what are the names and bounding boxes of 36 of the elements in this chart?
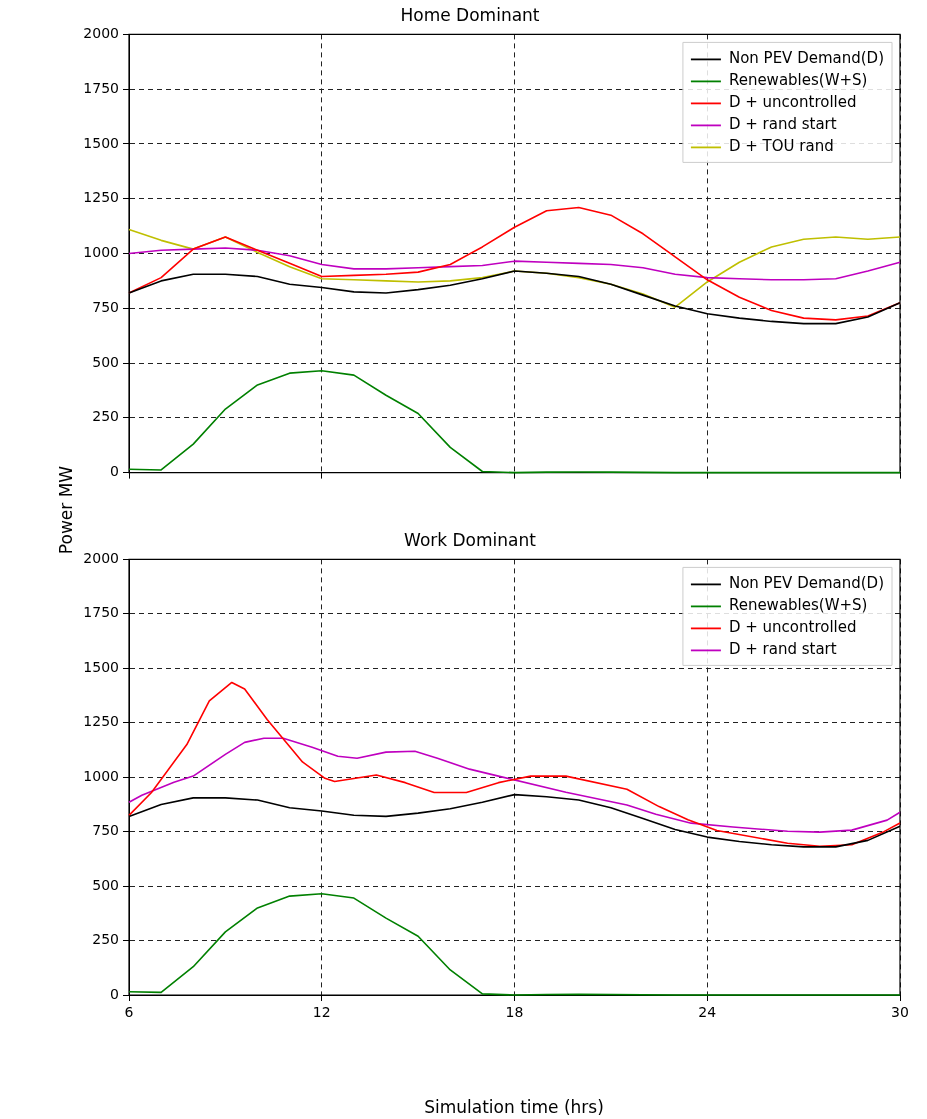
y-tick-label: 1500 (83, 134, 119, 151)
y-tick-label: 1000 (83, 244, 119, 261)
legend-label: D + TOU rand (728, 137, 834, 156)
y-tick-label: 1250 (83, 713, 119, 730)
y-tick-label: 500 (92, 353, 119, 370)
y-tick-label: 0 (110, 985, 119, 1002)
legend-label: D + rand start (728, 640, 837, 659)
y-tick-label: 2000 (83, 550, 119, 567)
y-tick-label: 1750 (83, 79, 119, 96)
y-axis-title: Power MW (56, 465, 77, 555)
legend-label: D + rand start (728, 115, 837, 134)
y-tick-label: 2000 (83, 25, 119, 42)
x-tick-label: 6 (124, 1004, 134, 1021)
legend-label: Renewables(W+S) (728, 596, 868, 615)
legend-label: Renewables(W+S) (728, 71, 868, 90)
y-tick-label: 1750 (83, 604, 119, 621)
legend-label: Non PEV Demand(D) (728, 49, 884, 68)
legend-label: D + uncontrolled (728, 93, 857, 112)
legend-label: Non PEV Demand(D) (728, 574, 884, 593)
y-tick-label: 0 (110, 463, 119, 480)
x-tick-label: 18 (505, 1004, 524, 1021)
x-tick-label: 24 (698, 1004, 717, 1021)
legend-label: D + uncontrolled (728, 618, 857, 637)
y-tick-label: 1500 (83, 658, 119, 675)
y-tick-label: 250 (92, 931, 119, 948)
y-tick-label: 1250 (83, 189, 119, 206)
x-tick-label: 12 (312, 1004, 331, 1021)
y-tick-label: 500 (92, 876, 119, 893)
y-tick-label: 1000 (83, 767, 119, 784)
chart-title: Home Dominant (400, 4, 540, 25)
x-axis-title: Simulation time (hrs) (424, 1097, 604, 1117)
x-tick-label: 30 (891, 1004, 909, 1021)
chart-title: Work Dominant (404, 529, 537, 550)
y-tick-label: 750 (92, 298, 119, 315)
y-tick-label: 250 (92, 408, 119, 425)
y-tick-label: 750 (92, 822, 119, 839)
